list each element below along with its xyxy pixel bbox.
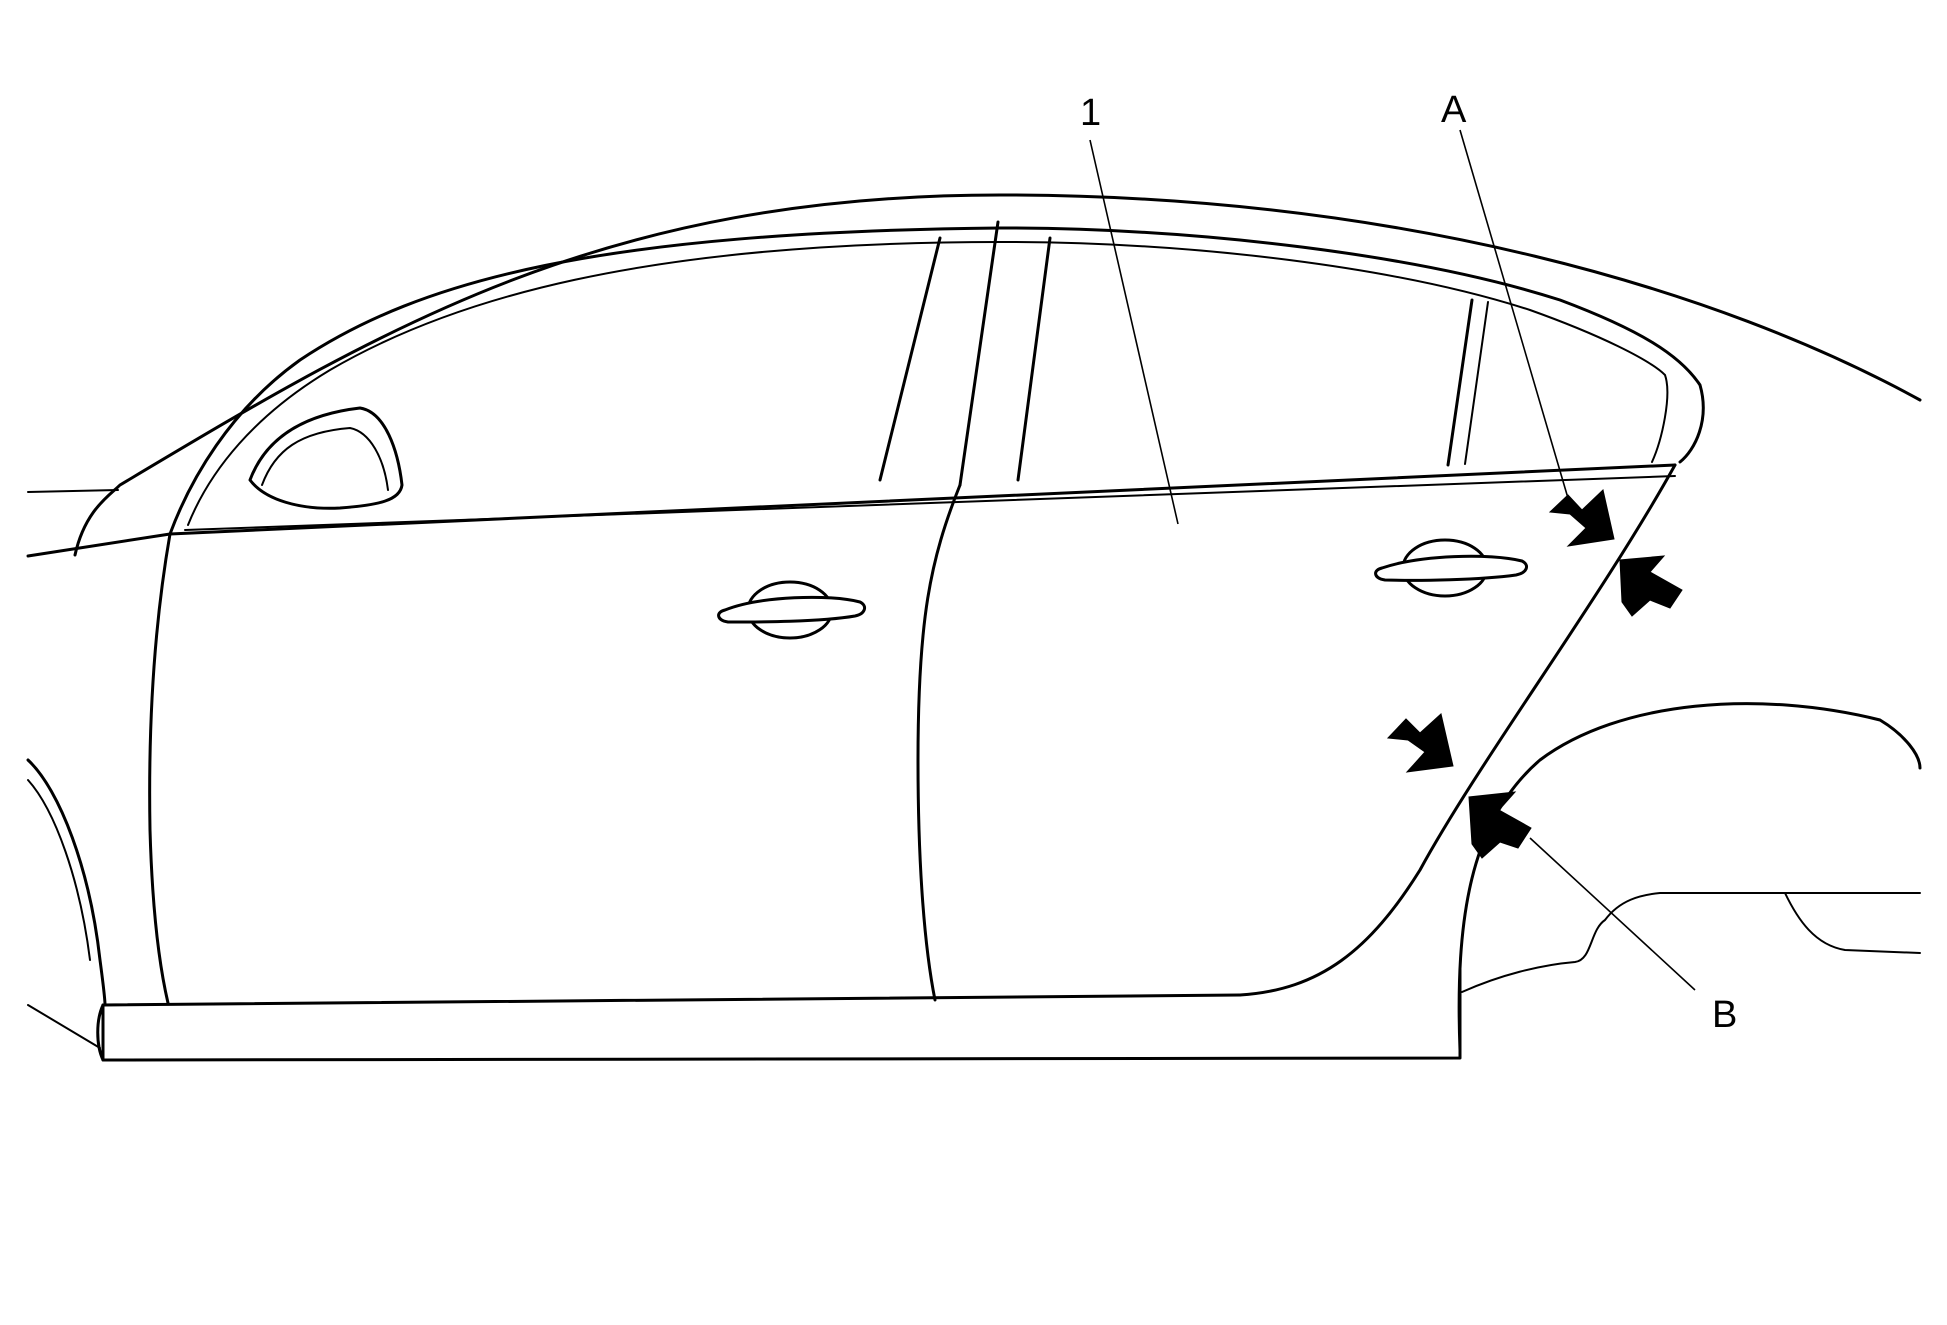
door-belt-line [168, 463, 1677, 536]
front-lower-fender [27, 1004, 101, 1049]
quarter-glass-divider-a [1446, 298, 1474, 467]
rear-bumper-lower [1461, 892, 1921, 993]
front-belt-line [26, 532, 172, 558]
quarter-glass-divider-b [1464, 301, 1489, 465]
window-frame-outer [168, 226, 1705, 536]
front-door-leading-edge [148, 532, 172, 1005]
roof-outer-line [73, 193, 1922, 557]
hood-edge-line [27, 489, 119, 493]
arrow-lower-inward [1386, 713, 1454, 773]
callout-line-a [1459, 129, 1571, 506]
rear-door-trailing-edge [1238, 463, 1677, 997]
label-point-b: B [1712, 994, 1737, 1036]
front-door-handle [717, 580, 867, 640]
window-frame-inner [187, 241, 1669, 526]
b-pillar-rear [1016, 236, 1052, 482]
label-point-a: A [1441, 89, 1467, 131]
side-mirror-inner [261, 427, 389, 491]
front-wheel-arch-inner [27, 779, 91, 961]
door-belt-line-inner [184, 475, 1676, 531]
front-rear-door-seam [916, 483, 962, 1002]
arrow-upper-outward [1619, 555, 1683, 617]
rear-door-handle [1374, 538, 1528, 598]
rocker-panel [96, 968, 1462, 1062]
arrow-lower-outward [1468, 791, 1532, 859]
rear-bumper-curve [1784, 892, 1921, 954]
label-part-1: 1 [1080, 92, 1101, 134]
door-seam-upper [958, 220, 1000, 487]
side-mirror-outer [248, 406, 404, 510]
arrow-upper-inward [1548, 489, 1615, 547]
b-pillar-front [878, 236, 942, 482]
callout-line-b [1529, 837, 1696, 991]
front-wheel-arch-outer [26, 758, 107, 1007]
rear-wheel-arch [1457, 702, 1922, 1052]
callout-line-1 [1089, 139, 1179, 525]
